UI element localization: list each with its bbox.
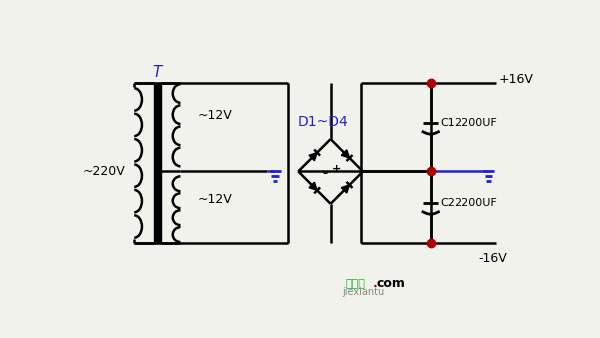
Polygon shape [309,152,317,161]
Text: ~12V: ~12V [197,109,232,122]
Polygon shape [341,185,349,193]
Text: D1~D4: D1~D4 [298,115,348,129]
Text: ~12V: ~12V [197,193,232,206]
Text: C1: C1 [440,118,455,128]
Text: T: T [152,65,162,80]
Text: -: - [322,167,327,180]
Polygon shape [341,150,349,158]
Polygon shape [309,182,317,190]
Text: C2: C2 [440,198,455,209]
Text: +: + [332,164,341,174]
Text: jiexiantu: jiexiantu [342,287,385,296]
Text: 2200UF: 2200UF [454,198,497,209]
Text: +16V: +16V [499,73,533,86]
Text: com: com [377,277,406,290]
Bar [154,83,161,243]
Text: ~220V: ~220V [83,165,125,178]
Text: -16V: -16V [478,252,506,265]
Text: 2200UF: 2200UF [454,118,497,128]
Text: 接线图: 接线图 [346,279,366,289]
Text: .: . [373,277,378,290]
